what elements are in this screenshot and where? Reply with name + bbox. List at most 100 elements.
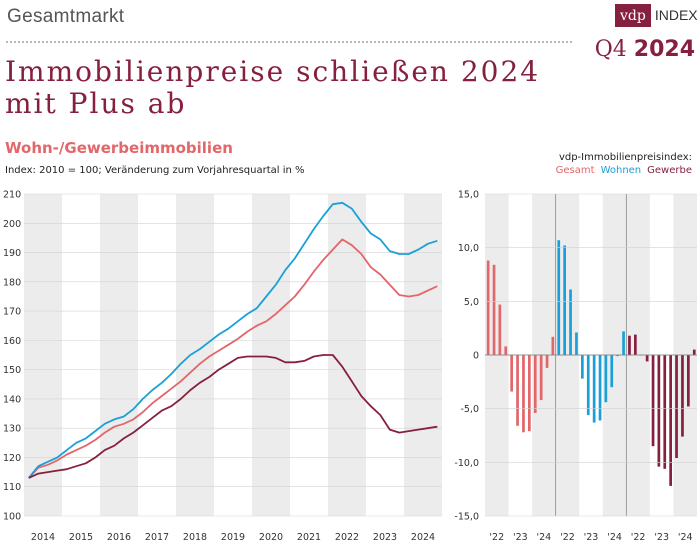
y-tick-label: 210 [3, 190, 21, 201]
y-tick-label: 130 [3, 424, 21, 435]
x-tick-label: 2024 [411, 532, 435, 542]
legend-items: Gesamt Wohnen Gewerbe [550, 165, 692, 176]
legend-item-gewerbe: Gewerbe [647, 165, 692, 176]
bar-gewerbe [663, 355, 667, 469]
bar-wohnen [622, 331, 625, 355]
quarter: Q4 [594, 37, 627, 62]
bar-gewerbe [645, 355, 649, 362]
bar-x-tick-label: '24 [537, 532, 552, 542]
y-tick-label: 100 [3, 512, 21, 523]
y-tick-label: 180 [3, 277, 21, 288]
year-band [404, 194, 442, 516]
bar-gewerbe [651, 355, 655, 447]
series-line-wohnen [28, 201, 438, 479]
index-note: Index: 2010 = 100; Veränderung zum Vorja… [5, 165, 305, 176]
bar-gewerbe [675, 355, 678, 458]
headline: Immobilienpreise schließen 2024 mit Plus… [5, 56, 595, 120]
bar-wohnen [586, 355, 590, 416]
bar-y-tick-label: 5,0 [464, 297, 479, 308]
bar-gesamt [486, 260, 490, 355]
y-tick-label: 140 [3, 394, 21, 405]
bar-gewerbe [657, 355, 661, 467]
x-tick-label: 2022 [335, 532, 359, 542]
bar-x-tick-label: '24 [607, 532, 622, 542]
bar-y-tick-label: -5,0 [460, 404, 479, 415]
bar-gesamt [551, 336, 555, 355]
bar-gesamt [510, 355, 513, 392]
vdp-index-logo: vdp INDEX [615, 4, 698, 27]
bar-wohnen [575, 332, 578, 355]
y-tick-label: 150 [3, 365, 21, 376]
series-line-gesamt [28, 238, 438, 479]
y-tick-label: 190 [3, 248, 21, 259]
year-band [24, 194, 62, 516]
bar-chart: '22 '23 '24 '22 '23 '24 '22 '23 '24 15,0 10,0 5,0 0 -… [454, 190, 697, 542]
bar-y-tick-label: -15,0 [454, 512, 479, 523]
bar-x-tick-label: '23 [513, 532, 528, 542]
bar-wohnen [592, 355, 596, 423]
bar-y-tick-label: 15,0 [458, 190, 479, 201]
legend-item-wohnen: Wohnen [600, 165, 642, 176]
bar-gewerbe [692, 349, 696, 355]
y-tick-label: 120 [3, 453, 21, 464]
bar-x-tick-label: '22 [489, 532, 504, 542]
plot-area [24, 194, 442, 516]
bar-y-tick-label: -10,0 [454, 458, 479, 469]
bar-x-tick-label: '24 [678, 532, 693, 542]
bar-gesamt [539, 355, 543, 401]
bar-gesamt [522, 355, 525, 433]
legend-item-gesamt: Gesamt [555, 165, 595, 176]
bar-wohnen [610, 355, 614, 388]
y-tick-label: 170 [3, 307, 21, 318]
bar-x-tick-label: '22 [560, 532, 575, 542]
bar-wohnen [563, 245, 566, 355]
bar-wohnen [604, 355, 608, 403]
x-tick-label: 2019 [221, 532, 245, 542]
bar-gewerbe [628, 335, 631, 355]
legend: vdp-Immobilienpreisindex: Gesamt Wohnen Ge… [550, 152, 692, 176]
logo-brand: vdp [615, 4, 651, 27]
bar-y-tick-label: 10,0 [458, 243, 479, 254]
bar-x-tick-label: '23 [654, 532, 669, 542]
x-tick-label: 2014 [31, 532, 55, 542]
bar-gewerbe [681, 355, 684, 437]
bar-wohnen [616, 355, 619, 357]
x-tick-label: 2021 [297, 532, 321, 542]
x-tick-label: 2015 [69, 532, 93, 542]
bar-gesamt [504, 346, 508, 355]
bar-gesamt [492, 264, 496, 355]
bar-x-tick-label: '23 [584, 532, 599, 542]
x-tick-label: 2018 [183, 532, 207, 542]
bar-gewerbe [669, 355, 672, 486]
year-band [100, 194, 138, 516]
bar-gesamt [516, 355, 519, 426]
y-tick-label: 160 [3, 336, 21, 347]
bar-wohnen [581, 355, 584, 379]
bar-gesamt [498, 304, 502, 355]
legend-title: vdp-Immobilienpreisindex: [558, 152, 692, 163]
line-chart: 100 110 120 130 140 150 160 170 180 190 200 210 2014… [3, 190, 442, 542]
bar-gesamt [528, 355, 531, 432]
chart-subtitle: Wohn-/Gewerbeimmobilien [5, 139, 233, 157]
quarter-year: 2024 [633, 37, 695, 62]
bar-gesamt [533, 355, 537, 413]
y-tick-label: 110 [3, 482, 21, 493]
x-tick-label: 2023 [373, 532, 397, 542]
x-tick-label: 2016 [107, 532, 131, 542]
year-band [176, 194, 214, 516]
bar-gesamt [545, 355, 549, 368]
section-title: Gesamtmarkt [7, 6, 125, 27]
headline-line-2: mit Plus ab [5, 87, 187, 120]
headline-line-1: Immobilienpreise schließen 2024 [5, 55, 541, 88]
dotted-divider [6, 41, 572, 43]
bar-x-tick-label: '22 [631, 532, 646, 542]
bar-wohnen [569, 289, 572, 355]
bar-gewerbe [687, 355, 690, 407]
series-line-gewerbe [28, 354, 438, 479]
year-band [252, 194, 290, 516]
bar-gewerbe [634, 334, 637, 355]
x-tick-label: 2020 [259, 532, 283, 542]
y-tick-label: 200 [3, 219, 21, 230]
quarter-label: Q4 2024 [595, 37, 695, 62]
logo-suffix: INDEX [654, 7, 698, 23]
